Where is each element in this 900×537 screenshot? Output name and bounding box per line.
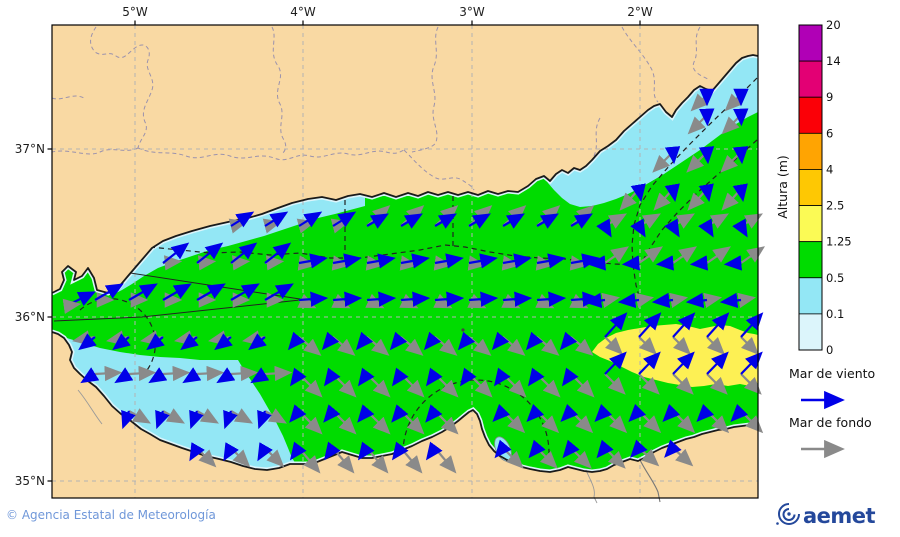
aemet-swirl-dot [776,522,779,525]
x-axis: 5°W 4°W 3°W 2°W [122,5,653,25]
svg-text:5°W: 5°W [122,5,148,19]
svg-text:37°N: 37°N [15,142,45,156]
wind-sea-label: Mar de viento [789,366,875,381]
svg-text:0: 0 [826,343,833,357]
alboran-islet [461,328,464,331]
svg-text:9: 9 [826,90,833,104]
svg-text:3°W: 3°W [459,5,485,19]
footer: © Agencia Estatal de Meteorología aemet [6,504,876,528]
colorbar: 20 14 9 6 4 2.5 1.25 0.5 0.1 0 Altura (m) [775,18,852,357]
svg-text:0.5: 0.5 [826,271,844,285]
svg-text:20: 20 [826,18,841,32]
svg-text:2°W: 2°W [627,5,653,19]
copyright-text: © Agencia Estatal de Meteorología [6,508,216,522]
aemet-logo: aemet [776,504,875,528]
aemet-logo-text: aemet [803,504,876,528]
svg-text:0.1: 0.1 [826,307,844,321]
colorbar-ticks: 20 14 9 6 4 2.5 1.25 0.5 0.1 0 [826,18,852,357]
aemet-swirl-center [787,512,790,515]
svg-text:4°W: 4°W [290,5,316,19]
svg-text:36°N: 36°N [15,310,45,324]
legend: Mar de viento Mar de fondo [789,366,875,449]
svg-text:6: 6 [826,126,833,140]
y-axis: 37°N 36°N 35°N [15,142,52,488]
svg-text:35°N: 35°N [15,474,45,488]
colorbar-title: Altura (m) [775,155,790,219]
svg-text:14: 14 [826,54,841,68]
svg-text:4: 4 [826,162,833,176]
svg-text:1.25: 1.25 [826,235,852,249]
svg-text:2.5: 2.5 [826,199,844,213]
swell-label: Mar de fondo [789,415,872,430]
colorbar-segments [799,25,822,350]
